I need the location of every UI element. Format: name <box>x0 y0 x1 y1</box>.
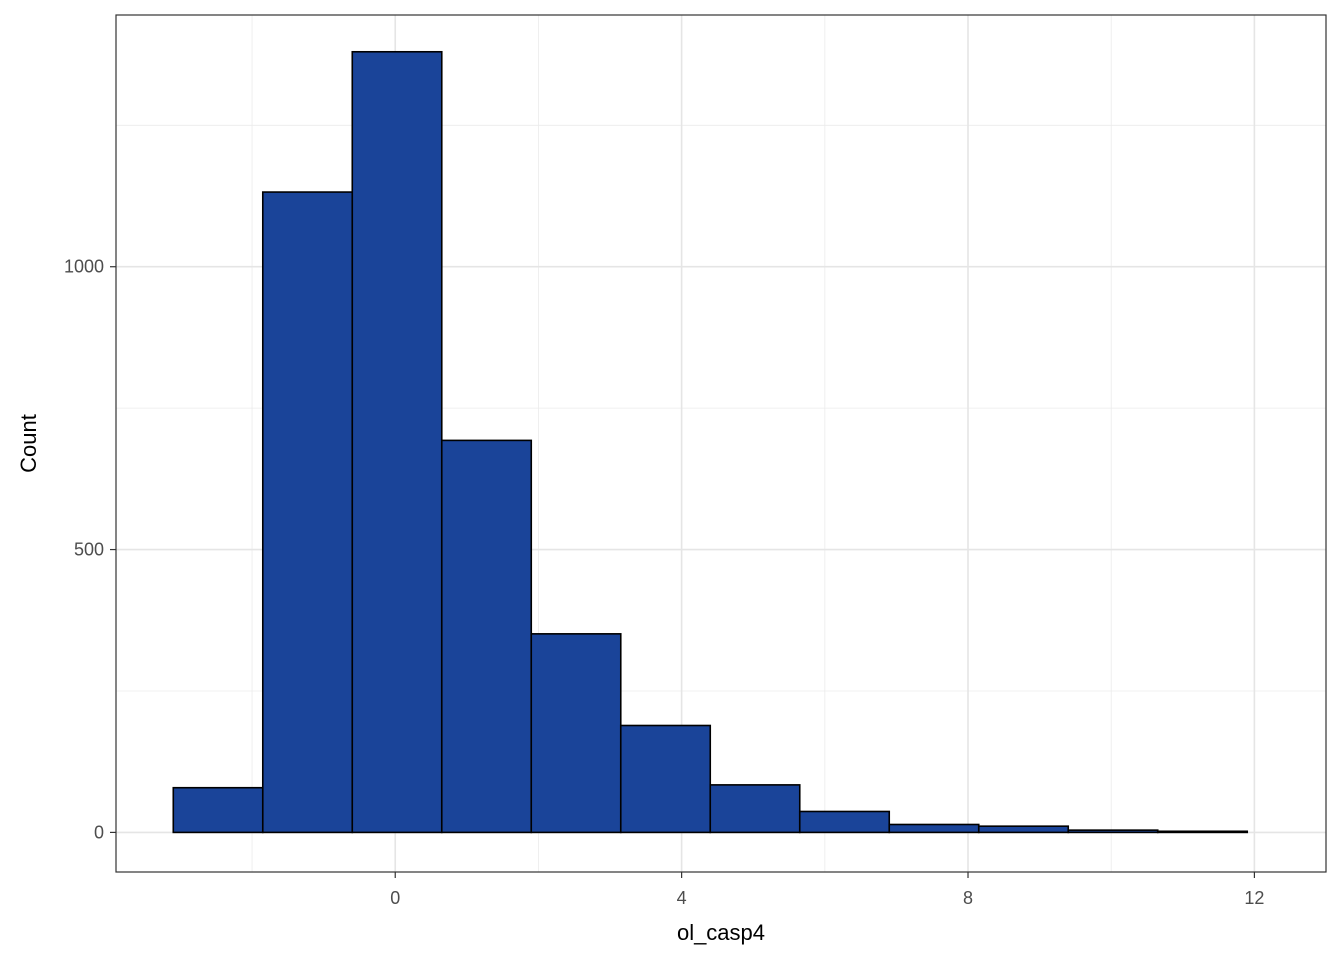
histogram-bar-7 <box>709 784 801 834</box>
y-axis: 0 500 1000 <box>64 257 116 842</box>
histogram-bar-9 <box>888 823 980 834</box>
x-axis: 0 4 8 12 <box>390 872 1264 908</box>
x-tick-label: 8 <box>963 888 973 908</box>
histogram-bar-10 <box>977 825 1070 834</box>
bars-group <box>172 50 1249 834</box>
histogram-bar-8 <box>798 810 891 834</box>
y-axis-title: Count <box>16 414 41 473</box>
histogram-bar-11 <box>1067 829 1159 834</box>
panel-border <box>115 14 1327 873</box>
histogram-bar-4 <box>440 439 533 834</box>
y-tick-label: 0 <box>94 822 104 842</box>
histogram-bar-3 <box>351 50 443 834</box>
histogram-bar-1 <box>172 786 264 834</box>
x-axis-title: ol_casp4 <box>677 920 765 945</box>
histogram-bar-6 <box>619 724 712 834</box>
y-tick-label: 1000 <box>64 257 104 277</box>
histogram-bar-12 <box>1156 830 1249 834</box>
x-tick-label: 4 <box>677 888 687 908</box>
histogram-bar-2 <box>261 191 354 834</box>
x-tick-label: 12 <box>1244 888 1264 908</box>
y-tick-label: 500 <box>74 540 104 560</box>
x-tick-label: 0 <box>390 888 400 908</box>
histogram-bar-5 <box>530 633 622 834</box>
